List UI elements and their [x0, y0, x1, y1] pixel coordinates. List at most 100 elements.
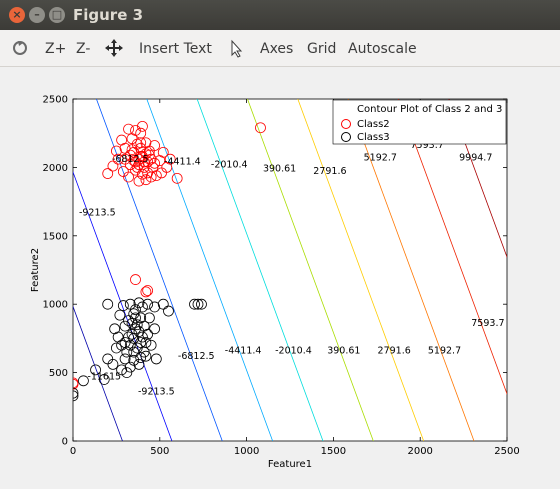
- class2-point: [138, 156, 150, 168]
- window-title: Figure 3: [73, 6, 144, 24]
- class2-point: [135, 151, 147, 162]
- x-tick-label: 500: [150, 446, 169, 457]
- class3-point: [116, 364, 128, 376]
- contour-label: 2791.6: [378, 345, 411, 356]
- y-tick-label: 1500: [43, 231, 68, 242]
- class3-point: [102, 353, 114, 365]
- x-tick-label: 1000: [234, 446, 259, 457]
- class3-point: [126, 328, 138, 340]
- class3-point: [149, 323, 160, 335]
- class3-point: [114, 309, 126, 321]
- class3-point: [157, 298, 169, 310]
- class2-point: [102, 168, 114, 179]
- minimize-window-button[interactable]: –: [29, 7, 45, 23]
- class3-point: [111, 342, 122, 354]
- x-tick-label: 2000: [407, 446, 432, 457]
- contour-line-9: [448, 99, 507, 259]
- class2-point: [164, 153, 176, 165]
- contour-label: 7593.7: [411, 140, 444, 151]
- class3-point: [124, 298, 136, 310]
- class3-point: [131, 342, 143, 354]
- contour-label: -2010.4: [275, 345, 312, 356]
- contour-line-7: [347, 99, 475, 441]
- class3-point: [102, 298, 114, 310]
- class2-point: [73, 378, 79, 390]
- class3-point: [142, 298, 154, 310]
- contour-label: -11615: [87, 371, 121, 382]
- contour-label: -6812.5: [178, 351, 215, 362]
- select-pointer-icon[interactable]: [229, 39, 245, 59]
- contour-line-4: [196, 99, 324, 441]
- class3-point: [73, 387, 79, 399]
- class3-point: [117, 300, 129, 311]
- pan-move-icon[interactable]: [104, 38, 124, 58]
- class3-point: [145, 339, 157, 351]
- contour-label: -4411.4: [225, 345, 262, 356]
- class2-point: [138, 162, 150, 173]
- class3-point: [128, 346, 140, 358]
- contour-line-6: [297, 99, 425, 441]
- legend-class2-label: Class2: [357, 119, 390, 130]
- plot-canvas[interactable]: -11615 -9213.5 -6812.5 -4411.4 -2010.4 390.61…: [0, 67, 560, 489]
- axes-button[interactable]: Axes: [260, 41, 294, 57]
- class2-point: [140, 137, 152, 149]
- contour-line-5: [247, 99, 374, 441]
- contour-label: -4411.4: [164, 157, 201, 168]
- class3-point: [135, 352, 147, 363]
- zoom-out-button[interactable]: Z-: [76, 41, 91, 57]
- contour-line-1: [73, 170, 173, 441]
- contour-label: -6812.5: [112, 154, 149, 165]
- contour-line-8: [398, 99, 507, 395]
- figure-toolbar: Z+ Z- Insert Text Axes Grid Autoscale: [0, 30, 560, 67]
- maximize-window-button[interactable]: □: [49, 7, 65, 23]
- y-tick-label: 2000: [43, 163, 68, 174]
- class2-point: [111, 145, 122, 157]
- class3-point: [135, 337, 147, 348]
- legend-title: Contour Plot of Class 2 and 3: [357, 104, 502, 115]
- x-tick-label: 0: [70, 446, 76, 457]
- class2-point: [126, 144, 138, 156]
- class3-point: [196, 298, 207, 310]
- contour-label: 9994.7: [459, 153, 492, 164]
- class3-point: [163, 305, 174, 317]
- class2-point: [135, 127, 147, 139]
- class2-point: [130, 274, 141, 285]
- class2-point: [133, 175, 145, 187]
- class3-point: [119, 353, 131, 365]
- class2-point: [143, 149, 155, 161]
- legend-class3-marker: [341, 132, 351, 142]
- x-axis-label: Feature1: [268, 459, 312, 470]
- class2-point: [112, 153, 124, 165]
- class3-point: [138, 320, 150, 332]
- legend-class3-label: Class3: [357, 132, 390, 143]
- close-window-button[interactable]: ×: [9, 7, 25, 23]
- class3-point: [98, 374, 110, 385]
- class3-point: [90, 364, 101, 376]
- class3-point: [189, 298, 200, 310]
- class3-point: [133, 297, 145, 309]
- class3-point: [133, 358, 145, 370]
- y-tick-label: 0: [62, 437, 68, 448]
- class3-point: [140, 350, 152, 362]
- rotate-icon[interactable]: [10, 37, 32, 59]
- class2-point: [137, 120, 148, 132]
- contour-label: 390.61: [263, 164, 296, 175]
- class3-point: [137, 331, 148, 343]
- class3-point: [149, 301, 160, 313]
- class2-point: [123, 171, 134, 183]
- zoom-in-button[interactable]: Z+: [45, 41, 67, 57]
- contour-line-3: [146, 99, 274, 441]
- y-tick-label: 500: [49, 368, 68, 379]
- class2-point: [171, 172, 183, 184]
- insert-text-button[interactable]: Insert Text: [139, 41, 212, 57]
- contour-label: -9213.5: [79, 207, 116, 218]
- autoscale-button[interactable]: Autoscale: [348, 41, 417, 57]
- x-tick-label: 1500: [321, 446, 346, 457]
- contour-lines: [73, 99, 507, 441]
- grid-button[interactable]: Grid: [307, 41, 337, 57]
- class2-point: [142, 285, 154, 296]
- y-axis-label: Feature2: [30, 248, 41, 292]
- class2-point: [135, 137, 147, 149]
- contour-label: 390.61: [327, 345, 360, 356]
- class2-point: [133, 153, 145, 165]
